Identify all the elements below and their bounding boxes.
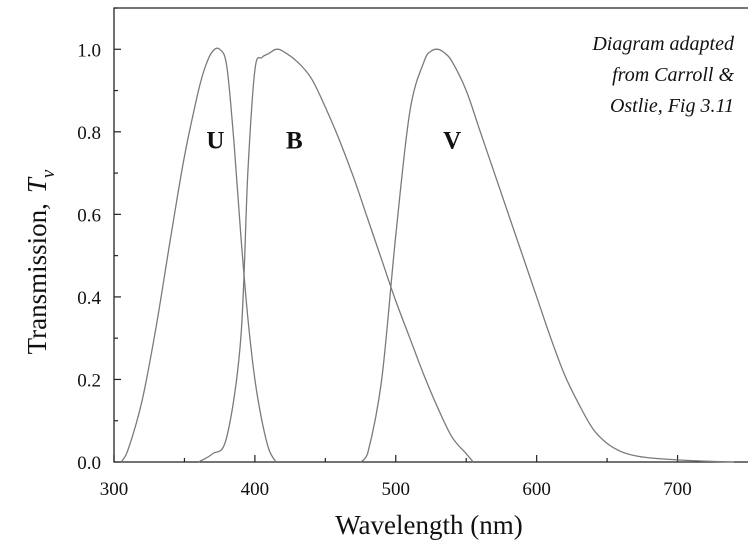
source-annotation-line-2: from Carroll & xyxy=(612,64,734,86)
y-tick-label: 0.2 xyxy=(77,370,101,391)
y-tick-label: 1.0 xyxy=(77,40,101,61)
y-tick-label: 0.4 xyxy=(77,288,101,309)
curve-u xyxy=(120,47,277,463)
source-annotation-line-1: Diagram adapted xyxy=(591,33,735,55)
x-tick-label: 300 xyxy=(100,479,129,500)
y-axis-title-text: Transmission, xyxy=(22,203,52,354)
x-tick-label: 400 xyxy=(241,479,270,500)
y-axis-title-subscript: ν xyxy=(38,169,59,178)
x-tick-label: 600 xyxy=(522,479,551,500)
series-label-u: U xyxy=(206,127,224,154)
series-label-b: B xyxy=(286,127,303,154)
y-axis-title: Transmission, Tν xyxy=(22,169,59,354)
y-axis-title-symbol: T xyxy=(22,176,52,193)
curve-v xyxy=(360,48,734,463)
plot-frame xyxy=(113,7,748,463)
series-label-v: V xyxy=(443,127,461,154)
y-tick-label: 0.6 xyxy=(77,205,101,226)
plot-area xyxy=(113,7,748,463)
axis-ticks xyxy=(113,7,679,463)
source-annotation: Diagram adapted from Carroll & Ostlie, F… xyxy=(591,33,735,117)
filter-curves xyxy=(120,47,734,463)
curve-b xyxy=(198,48,474,463)
y-tick-label: 0.0 xyxy=(77,453,101,474)
axis-tick-labels: 300 400 500 600 700 0.0 0.2 0.4 0.6 0.8 1.0 xyxy=(77,40,692,500)
x-tick-label: 700 xyxy=(663,479,692,500)
x-axis-title: Wavelength (nm) xyxy=(335,510,523,540)
x-tick-label: 500 xyxy=(382,479,411,500)
y-tick-label: 0.8 xyxy=(77,123,101,144)
source-annotation-line-3: Ostlie, Fig 3.11 xyxy=(610,95,734,117)
